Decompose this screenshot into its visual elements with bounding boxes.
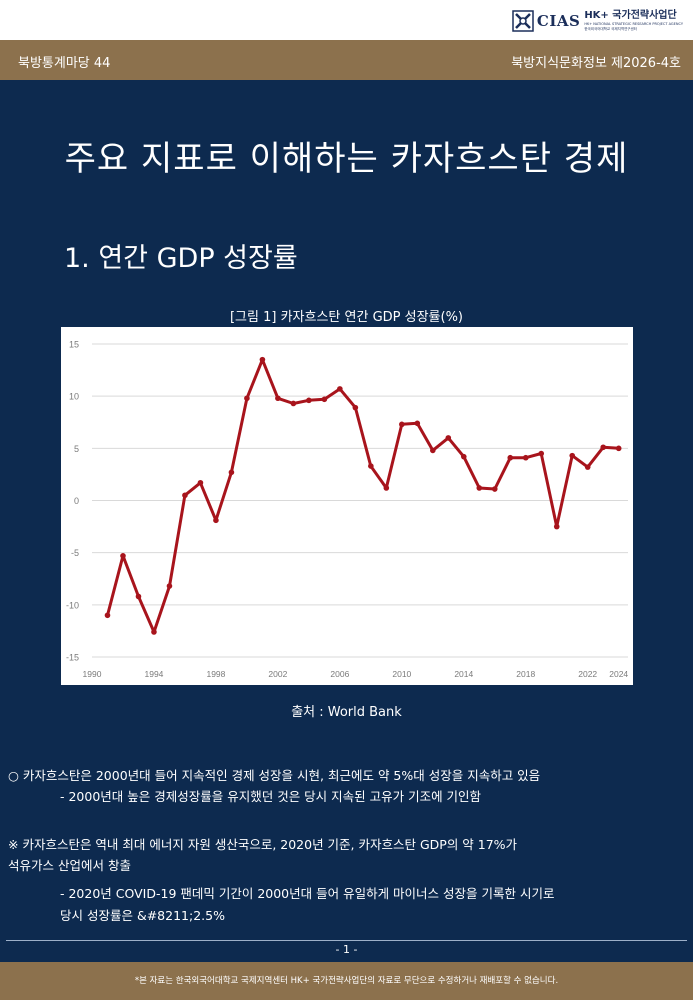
data-point <box>414 420 421 427</box>
y-tick-label: 15 <box>69 340 79 350</box>
x-tick-label: 2010 <box>392 669 411 679</box>
data-point <box>368 463 374 469</box>
data-point <box>522 454 529 461</box>
series-line <box>106 358 619 634</box>
data-point <box>399 421 405 428</box>
data-point <box>538 450 545 457</box>
data-point <box>584 464 591 470</box>
y-tick-label: -5 <box>71 548 79 558</box>
data-point <box>275 395 281 402</box>
y-tick-label: -15 <box>66 653 79 663</box>
cias-logo: CIAS HK+ 국가전략사업단 HK+ NATIONAL STRATEGIC … <box>512 8 683 34</box>
section-title: 1. 연간 GDP 성장률 <box>64 243 298 274</box>
data-point <box>166 583 173 589</box>
note-2-continued: 석유가스 산업에서 창출 <box>8 858 131 873</box>
data-point <box>337 386 343 392</box>
y-tick-label: 5 <box>74 444 79 454</box>
data-point <box>445 435 452 441</box>
logo-sub-en: HK+ NATIONAL STRATEGIC RESEARCH PROJECT … <box>584 22 683 26</box>
footer-bar: *본 자료는 한국외국어대학교 국제지역센터 HK+ 국가전략사업단의 자료로 … <box>0 962 693 1000</box>
data-point <box>151 629 157 635</box>
data-point <box>491 486 498 492</box>
logo-hk-text: HK+ 국가전략사업단 <box>584 10 677 21</box>
y-tick-label: 10 <box>69 392 79 402</box>
logo-sub-kr: 한국외국어대학교 국제지역연구센터 <box>584 27 637 31</box>
data-point <box>306 397 312 404</box>
header-bar: 북방통계마당 44 북방지식문화정보 제2026-4호 <box>0 40 693 80</box>
data-point <box>104 612 111 619</box>
data-point <box>197 479 204 486</box>
data-point <box>213 517 219 524</box>
note-2-sub: - 2020년 COVID-19 팬데믹 기간이 2000년대 들어 유일하게 … <box>60 886 555 901</box>
chart-svg: -15 -10 -5 0 5 10 15 1990 1994 1998 2002 2006 2010 2… <box>66 340 628 680</box>
data-point <box>120 552 126 559</box>
source-note: 출처 : World Bank <box>291 705 402 720</box>
data-point <box>228 469 235 476</box>
gdp-growth-chart: -15 -10 -5 0 5 10 15 1990 1994 1998 2002 2006 2010 2… <box>61 327 633 685</box>
y-tick-label: 0 <box>74 496 79 506</box>
data-point <box>244 395 250 402</box>
x-tick-label: 2002 <box>268 669 287 679</box>
data-point <box>569 452 576 459</box>
figure-caption: [그림 1] 카자흐스탄 연간 GDP 성장률(%) <box>229 310 464 325</box>
x-tick-label: 2024 <box>609 669 628 679</box>
data-point <box>615 445 622 452</box>
x-tick-label: 2014 <box>454 669 473 679</box>
series-label: 북방통계마당 44 <box>18 56 111 71</box>
data-point <box>259 356 266 363</box>
page-title: 주요 지표로 이해하는 카자흐스탄 경제 <box>64 139 629 179</box>
data-point <box>383 485 390 491</box>
x-tick-label: 1994 <box>145 669 164 679</box>
data-point <box>290 400 297 407</box>
data-point <box>135 593 142 600</box>
note-2: ※ 카자흐스탄은 역내 최대 에너지 자원 생산국으로, 2020년 기준, 카… <box>8 837 518 852</box>
data-point <box>321 396 328 403</box>
cias-emblem-icon <box>512 10 534 32</box>
data-point <box>600 444 607 451</box>
y-tick-label: -10 <box>66 600 79 610</box>
data-point <box>430 447 436 454</box>
logo-cias-text: CIAS <box>536 12 581 30</box>
x-tick-label: 1990 <box>83 669 102 679</box>
x-tick-label: 2022 <box>578 669 597 679</box>
data-point <box>507 454 514 461</box>
data-point <box>352 404 359 411</box>
data-point <box>460 453 467 460</box>
bullet-1: ○ 카자흐스탄은 2000년대 들어 지속적인 경제 성장을 시현, 최근에도 … <box>8 768 541 783</box>
bullet-1-sub: - 2000년대 높은 경제성장률을 유지했던 것은 당시 지속된 고유가 기조… <box>60 789 482 804</box>
x-tick-label: 2006 <box>330 669 349 679</box>
footer-divider <box>6 940 687 941</box>
logo-bar: CIAS HK+ 국가전략사업단 HK+ NATIONAL STRATEGIC … <box>0 0 693 40</box>
data-point <box>553 523 560 530</box>
data-point <box>182 492 188 499</box>
disclaimer: *본 자료는 한국외국어대학교 국제지역센터 HK+ 국가전략사업단의 자료로 … <box>134 976 559 986</box>
note-2-sub-continued: 당시 성장률은 &#8211;2.5% <box>60 908 225 923</box>
x-tick-label: 1998 <box>206 669 225 679</box>
data-point <box>476 485 483 491</box>
x-tick-label: 2018 <box>516 669 535 679</box>
page-number: - 1 - <box>335 943 358 956</box>
issue-label: 북방지식문화정보 제2026-4호 <box>511 56 681 71</box>
